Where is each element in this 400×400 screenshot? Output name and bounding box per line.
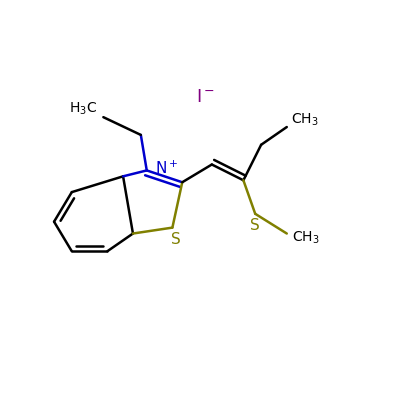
Text: S: S (171, 232, 180, 247)
Text: CH$_3$: CH$_3$ (292, 229, 319, 246)
Text: I$^-$: I$^-$ (196, 88, 216, 106)
Text: N$^+$: N$^+$ (156, 160, 179, 177)
Text: CH$_3$: CH$_3$ (291, 112, 318, 128)
Text: S: S (250, 218, 260, 233)
Text: H$_3$C: H$_3$C (69, 101, 98, 118)
